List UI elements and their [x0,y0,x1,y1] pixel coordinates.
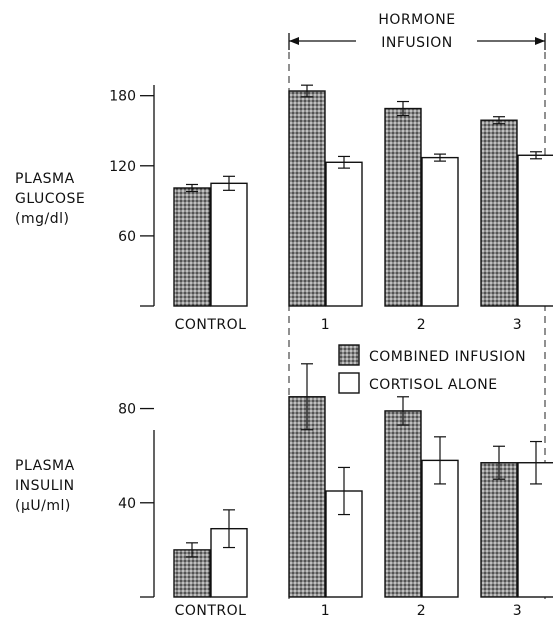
header-line-1: HORMONE [378,12,455,28]
glucose-category-label-3: 3 [513,317,522,333]
glucose-ylabel-1: PLASMA [15,171,75,187]
glucose-category-label-1: 1 [321,317,330,333]
insulin-bar-cortisol-3 [517,462,553,598]
legend-swatch-cortisol [338,372,360,394]
header-line-2: INFUSION [381,35,452,51]
insulin-category-label-1: 1 [321,603,330,619]
insulin-panel: PLASMA INSULIN (μU/ml) 40 80 CONTROL 1 2 3 [15,363,553,619]
glucose-ylabel-3: (mg/dl) [15,211,69,227]
glucose-ytick-label-60: 60 [118,229,136,245]
glucose-ytick-label-120: 120 [109,159,136,175]
insulin-ytick-label-80: 80 [118,402,136,418]
header-arrowhead-left [289,37,299,45]
glucose-bar-combined-1 [288,90,326,307]
insulin-category-label-0: CONTROL [175,603,247,619]
glucose-bar-combined-0 [173,187,211,307]
glucose-panel: PLASMA GLUCOSE (mg/dl) 60 120 180 CONTROL 1 2… [15,84,553,333]
glucose-ytick-label-180: 180 [109,89,136,105]
glucose-ylabel-2: GLUCOSE [15,191,85,207]
glucose-category-label-2: 2 [417,317,426,333]
glucose-bar-cortisol-3 [517,154,553,307]
insulin-ytick-label-40: 40 [118,496,136,512]
legend-label-cortisol: CORTISOL ALONE [369,377,498,393]
legend: COMBINED INFUSION CORTISOL ALONE [338,344,526,394]
insulin-ylabel-2: INSULIN [15,478,75,494]
glucose-bar-cortisol-1 [325,161,363,307]
insulin-ylabel-1: PLASMA [15,458,75,474]
glucose-bar-combined-3 [480,119,518,307]
header-arrowhead-right [535,37,545,45]
insulin-bar-combined-2 [384,410,422,598]
insulin-bar-combined-0 [173,549,211,598]
glucose-category-label-0: CONTROL [175,317,247,333]
glucose-bar-combined-2 [384,107,422,307]
legend-swatch-combined [338,344,360,366]
insulin-bar-combined-3 [480,462,518,598]
hormone-infusion-header: HORMONE INFUSION [288,12,546,51]
insulin-category-label-3: 3 [513,603,522,619]
insulin-category-label-2: 2 [417,603,426,619]
glucose-bar-cortisol-0 [210,182,248,307]
insulin-ylabel-3: (μU/ml) [15,498,71,514]
legend-label-combined: COMBINED INFUSION [369,349,526,365]
glucose-bar-cortisol-2 [421,156,459,307]
